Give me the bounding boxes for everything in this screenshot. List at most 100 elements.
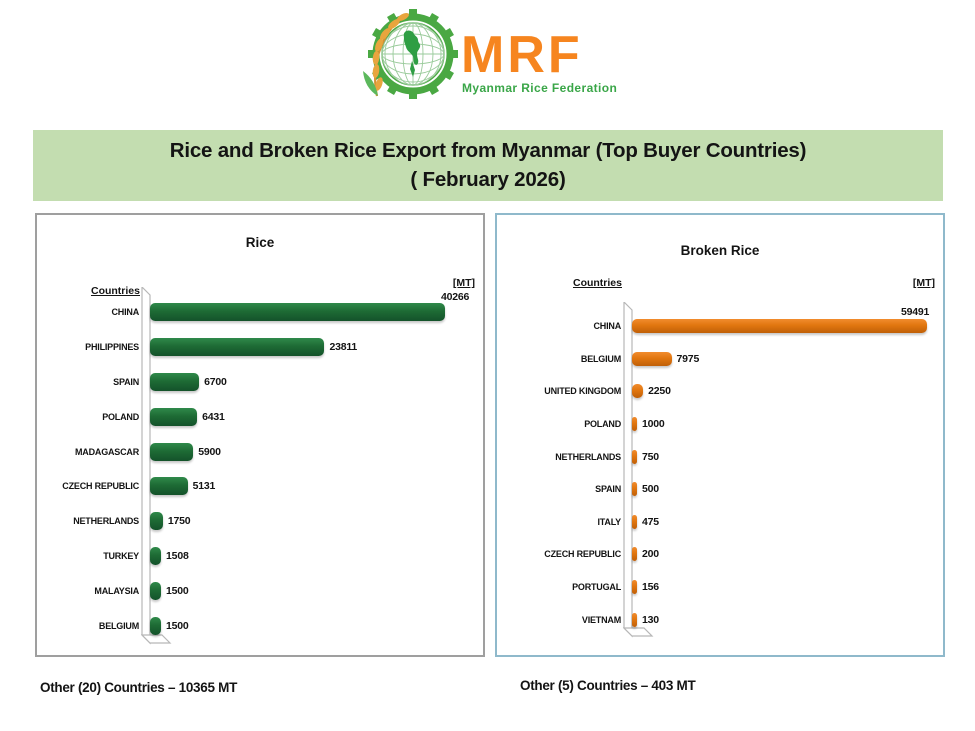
rice-chart-panel: Rice Countries [MT] CHINA 40266 PHILIPPINE… (35, 213, 485, 657)
leaf-icon (362, 71, 378, 96)
bar-area: 6431 (150, 399, 479, 434)
unit-axis-label: [MT] (912, 277, 935, 289)
chart-row: SPAIN 500 (497, 473, 939, 506)
chart-row: CHINA 59491 (497, 306, 939, 343)
bar-philippines (150, 338, 325, 357)
bar-value: 6431 (202, 410, 225, 423)
bar-area: 1500 (150, 608, 479, 643)
chart-title: Broken Rice (680, 243, 760, 258)
bar-china (632, 319, 927, 334)
chart-row: ITALY 475 (497, 506, 939, 539)
bar-area: 7975 (632, 343, 939, 376)
country-label: MALAYSIA (94, 585, 139, 596)
chart-row: TURKEY 1508 (37, 539, 479, 574)
bar-madagascar (150, 442, 194, 461)
bar-netherlands (632, 449, 637, 464)
bar-value: 1508 (166, 549, 189, 562)
country-label: BELGIUM (580, 353, 621, 364)
chart-row: PHILIPPINES 23811 (37, 330, 479, 365)
chart-row: BELGIUM 1500 (37, 608, 479, 643)
bar-area: 1000 (632, 408, 939, 441)
bar-value: 1500 (165, 619, 189, 632)
bar-area: 750 (632, 440, 939, 473)
bar-united-kingdom (632, 384, 644, 399)
bar-turkey (150, 546, 162, 565)
chart-row: CZECH REPUBLIC 200 (497, 538, 939, 571)
bar-area: 6700 (150, 365, 479, 400)
bar-value: 23811 (329, 341, 358, 354)
bar-malaysia (150, 581, 161, 600)
countries-axis-label: Countries (572, 277, 622, 289)
bar-value: 40266 (441, 291, 470, 303)
country-label: NETHERLANDS (73, 516, 139, 527)
country-label: UNITED KINGDOM (544, 386, 621, 397)
mrf-logo-graphic: MRF Myanmar Rice Federation (362, 9, 616, 99)
broken-rice-chart-panel: Broken Rice Countries [MT] CHINA 59491 BEL… (495, 213, 945, 657)
chart-row: UNITED KINGDOM 2250 (497, 375, 939, 408)
country-label: ITALY (597, 516, 621, 527)
bar-value: 2250 (648, 385, 671, 398)
bar-area: 2250 (632, 375, 939, 408)
bar-belgium (150, 616, 161, 635)
chart-row: CZECH REPUBLIC 5131 (37, 469, 479, 504)
bar-area: 1750 (150, 504, 479, 539)
chart-row: POLAND 6431 (37, 399, 479, 434)
country-label: CZECH REPUBLIC (544, 549, 621, 560)
bar-area: 23811 (150, 330, 479, 365)
bar-area: 500 (632, 473, 939, 506)
bar-area: 5131 (150, 469, 479, 504)
bar-value: 1750 (167, 515, 191, 528)
bar-poland (632, 417, 637, 432)
bar-netherlands (150, 512, 163, 531)
banner-line2: ( February 2026) (410, 167, 566, 191)
bar-value: 475 (642, 515, 659, 528)
chart-title: Rice (245, 235, 275, 250)
country-label: PORTUGAL (572, 582, 621, 593)
country-label: TURKEY (103, 550, 139, 561)
bar-area: 130 (632, 603, 939, 636)
country-label: SPAIN (113, 376, 139, 387)
bar-value: 7975 (676, 352, 700, 365)
bar-area: 40266 (150, 291, 479, 330)
country-label: BELGIUM (98, 620, 139, 631)
bar-value: 130 (642, 613, 659, 626)
bar-spain (632, 482, 637, 497)
country-label: PHILIPPINES (85, 342, 139, 353)
chart-row: POLAND 1000 (497, 408, 939, 441)
country-label: NETHERLANDS (555, 451, 621, 462)
bar-poland (150, 407, 198, 426)
bar-czech-republic (632, 547, 637, 562)
bar-area: 200 (632, 538, 939, 571)
country-label: CHINA (593, 321, 622, 332)
country-label: POLAND (584, 419, 621, 430)
logo-brand-text: MRF (461, 26, 583, 84)
bar-portugal (632, 580, 637, 595)
bar-area: 1508 (150, 539, 479, 574)
bar-china (150, 303, 445, 322)
country-label: MADAGASCAR (75, 446, 139, 457)
country-label: CHINA (111, 307, 140, 318)
bar-value: 750 (642, 450, 659, 463)
chart-row: BELGIUM 7975 (497, 343, 939, 376)
countries-axis-label: Countries (90, 285, 140, 297)
bar-value: 500 (642, 483, 659, 496)
bar-area: 1500 (150, 573, 479, 608)
bar-belgium (632, 351, 672, 366)
chart-rows: CHINA 40266 PHILIPPINES 23811 SPAIN 6700 POLAN… (37, 291, 479, 643)
chart-row: VIETNAM 130 (497, 603, 939, 636)
bar-spain (150, 372, 200, 391)
mrf-logo: MRF Myanmar Rice Federation (0, 6, 975, 110)
bar-value: 59491 (901, 306, 930, 318)
unit-axis-label: [MT] (452, 277, 475, 289)
chart-row: CHINA 40266 (37, 291, 479, 330)
wheat-icon (362, 12, 409, 97)
bar-area: 156 (632, 571, 939, 604)
bar-area: 5900 (150, 434, 479, 469)
myanmar-map-icon (403, 30, 420, 77)
bar-value: 200 (642, 548, 659, 561)
bar-value: 5900 (198, 445, 221, 458)
country-label: VIETNAM (581, 614, 621, 625)
chart-row: NETHERLANDS 1750 (37, 504, 479, 539)
banner-line1: Rice and Broken Rice Export from Myanmar… (169, 139, 807, 163)
bar-value: 156 (642, 581, 659, 594)
